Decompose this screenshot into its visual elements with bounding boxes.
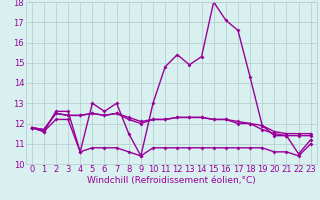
X-axis label: Windchill (Refroidissement éolien,°C): Windchill (Refroidissement éolien,°C) xyxy=(87,176,256,185)
